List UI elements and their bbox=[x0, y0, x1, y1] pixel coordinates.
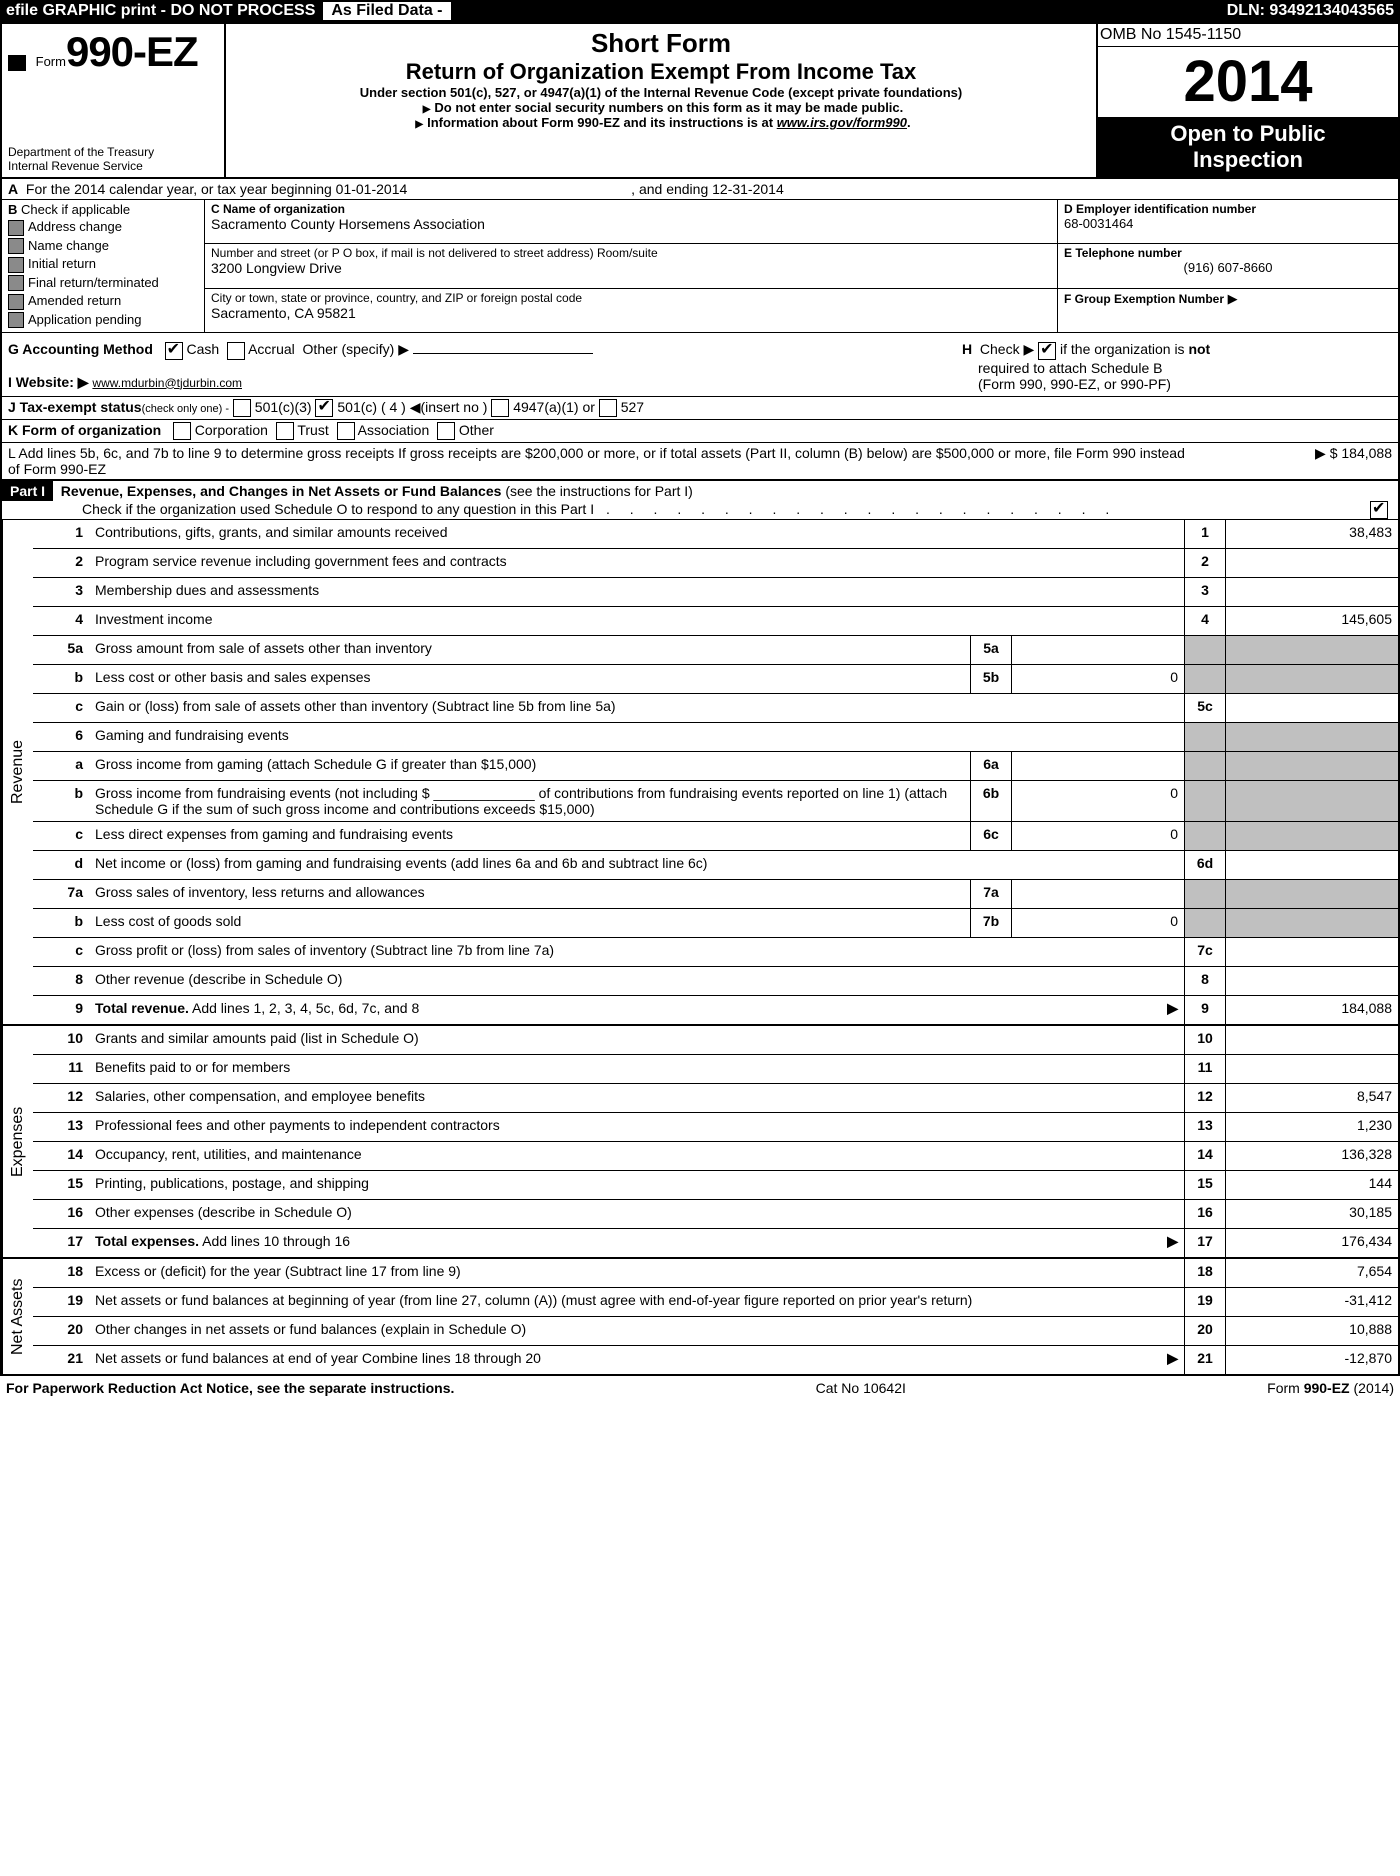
chk-corp[interactable] bbox=[173, 422, 191, 440]
chk-501c[interactable] bbox=[315, 399, 333, 417]
chk-other-org[interactable] bbox=[437, 422, 455, 440]
column-b: B Check if applicable Address changeName… bbox=[2, 200, 205, 332]
chk-501c3[interactable] bbox=[233, 399, 251, 417]
form-label: Form bbox=[36, 54, 66, 69]
short-form-title: Short Form bbox=[236, 28, 1086, 59]
checkbox-h[interactable] bbox=[1038, 342, 1056, 360]
form-line: bLess cost of goods sold7b0 bbox=[33, 909, 1398, 938]
form-header: Form990-EZ Department of the Treasury In… bbox=[2, 24, 1398, 179]
checkbox-option[interactable]: Amended return bbox=[8, 293, 198, 310]
irs-icon bbox=[8, 55, 26, 71]
footer: For Paperwork Reduction Act Notice, see … bbox=[0, 1376, 1400, 1400]
omb-number: OMB No 1545-1150 bbox=[1098, 24, 1398, 47]
form-line: cGross profit or (loss) from sales of in… bbox=[33, 938, 1398, 967]
dept-irs: Internal Revenue Service bbox=[8, 159, 154, 173]
form-line: 5aGross amount from sale of assets other… bbox=[33, 636, 1398, 665]
column-def: D Employer identification number 68-0031… bbox=[1057, 200, 1398, 332]
form-line: 16Other expenses (describe in Schedule O… bbox=[33, 1200, 1398, 1229]
dept-treasury: Department of the Treasury bbox=[8, 145, 154, 159]
checkbox-option[interactable]: Name change bbox=[8, 238, 198, 255]
form-line: 17Total expenses. Add lines 10 through 1… bbox=[33, 1229, 1398, 1257]
chk-527[interactable] bbox=[599, 399, 617, 417]
column-c: C Name of organization Sacramento County… bbox=[205, 200, 1057, 332]
ein: 68-0031464 bbox=[1064, 216, 1392, 231]
expenses-label: Expenses bbox=[2, 1026, 33, 1257]
row-k: K Form of organization Corporation Trust… bbox=[2, 419, 1398, 442]
gross-receipts: $ 184,088 bbox=[1330, 445, 1392, 461]
form-line: 6Gaming and fundraising events bbox=[33, 723, 1398, 752]
form-subtitle: Under section 501(c), 527, or 4947(a)(1)… bbox=[236, 85, 1086, 100]
checkbox-accrual[interactable] bbox=[227, 342, 245, 360]
checkbox-option[interactable]: Address change bbox=[8, 219, 198, 236]
part-1-header: Part I Revenue, Expenses, and Changes in… bbox=[2, 479, 1398, 520]
dln-label: DLN: bbox=[1227, 2, 1265, 19]
form-line: 10Grants and similar amounts paid (list … bbox=[33, 1026, 1398, 1055]
form-line: 8Other revenue (describe in Schedule O)8 bbox=[33, 967, 1398, 996]
form-line: cLess direct expenses from gaming and fu… bbox=[33, 822, 1398, 851]
form-line: 4Investment income4145,605 bbox=[33, 607, 1398, 636]
form-line: 2Program service revenue including gover… bbox=[33, 549, 1398, 578]
top-bar: efile GRAPHIC print - DO NOT PROCESS As … bbox=[0, 0, 1400, 22]
form-container: Form990-EZ Department of the Treasury In… bbox=[0, 22, 1400, 1376]
checkbox-option[interactable]: Final return/terminated bbox=[8, 275, 198, 292]
chk-assoc[interactable] bbox=[337, 422, 355, 440]
chk-trust[interactable] bbox=[276, 422, 294, 440]
checkbox-option[interactable]: Application pending bbox=[8, 312, 198, 329]
form-line: 14Occupancy, rent, utilities, and mainte… bbox=[33, 1142, 1398, 1171]
org-name: Sacramento County Horsemens Association bbox=[211, 216, 1051, 232]
form-line: cGain or (loss) from sale of assets othe… bbox=[33, 694, 1398, 723]
dln-value: 93492134043565 bbox=[1269, 2, 1394, 19]
form-line: 19Net assets or fund balances at beginni… bbox=[33, 1288, 1398, 1317]
form-line: bLess cost or other basis and sales expe… bbox=[33, 665, 1398, 694]
section-bcdef: B Check if applicable Address changeName… bbox=[2, 200, 1398, 333]
form-line: dNet income or (loss) from gaming and fu… bbox=[33, 851, 1398, 880]
form-line: 11Benefits paid to or for members11 bbox=[33, 1055, 1398, 1084]
net-assets-label: Net Assets bbox=[2, 1259, 33, 1374]
chk-4947[interactable] bbox=[491, 399, 509, 417]
org-city: Sacramento, CA 95821 bbox=[211, 305, 1051, 321]
open-public-1: Open to Public bbox=[1102, 121, 1394, 147]
section-gh: G Accounting Method Cash Accrual Other (… bbox=[2, 333, 1398, 395]
form-line: 18Excess or (deficit) for the year (Subt… bbox=[33, 1259, 1398, 1288]
revenue-label: Revenue bbox=[2, 520, 33, 1024]
chk-schedule-o[interactable] bbox=[1370, 501, 1388, 519]
as-filed-tab: As Filed Data - bbox=[323, 2, 450, 20]
form-title: Return of Organization Exempt From Incom… bbox=[236, 59, 1086, 85]
form-number: 990-EZ bbox=[66, 28, 198, 75]
website-value[interactable]: www.mdurbin@tjdurbin.com bbox=[92, 376, 242, 390]
form-line: aGross income from gaming (attach Schedu… bbox=[33, 752, 1398, 781]
org-address: 3200 Longview Drive bbox=[211, 260, 1051, 276]
form-line: 15Printing, publications, postage, and s… bbox=[33, 1171, 1398, 1200]
form-line: 1Contributions, gifts, grants, and simil… bbox=[33, 520, 1398, 549]
note-info: Information about Form 990-EZ and its in… bbox=[427, 115, 777, 130]
checkbox-cash[interactable] bbox=[165, 342, 183, 360]
form-line: 7aGross sales of inventory, less returns… bbox=[33, 880, 1398, 909]
form-line: 13Professional fees and other payments t… bbox=[33, 1113, 1398, 1142]
form-line: bGross income from fundraising events (n… bbox=[33, 781, 1398, 822]
form-line: 3Membership dues and assessments3 bbox=[33, 578, 1398, 607]
form-line: 9Total revenue. Add lines 1, 2, 3, 4, 5c… bbox=[33, 996, 1398, 1024]
revenue-section: Revenue 1Contributions, gifts, grants, a… bbox=[2, 520, 1398, 1026]
row-a: A For the 2014 calendar year, or tax yea… bbox=[2, 179, 1398, 200]
form-line: 20Other changes in net assets or fund ba… bbox=[33, 1317, 1398, 1346]
efile-label: efile GRAPHIC print - DO NOT PROCESS bbox=[6, 2, 315, 20]
note-ssn: Do not enter social security numbers on … bbox=[434, 100, 903, 115]
row-j: J Tax-exempt status(check only one) - 50… bbox=[2, 396, 1398, 419]
row-l: L Add lines 5b, 6c, and 7b to line 9 to … bbox=[2, 442, 1398, 479]
tax-year: 2014 bbox=[1098, 47, 1398, 117]
form-line: 21Net assets or fund balances at end of … bbox=[33, 1346, 1398, 1374]
open-public-2: Inspection bbox=[1102, 147, 1394, 173]
form-line: 12Salaries, other compensation, and empl… bbox=[33, 1084, 1398, 1113]
telephone: (916) 607-8660 bbox=[1064, 260, 1392, 275]
net-assets-section: Net Assets 18Excess or (deficit) for the… bbox=[2, 1259, 1398, 1374]
irs-link[interactable]: www.irs.gov/form990 bbox=[777, 115, 907, 130]
expenses-section: Expenses 10Grants and similar amounts pa… bbox=[2, 1026, 1398, 1259]
checkbox-option[interactable]: Initial return bbox=[8, 256, 198, 273]
